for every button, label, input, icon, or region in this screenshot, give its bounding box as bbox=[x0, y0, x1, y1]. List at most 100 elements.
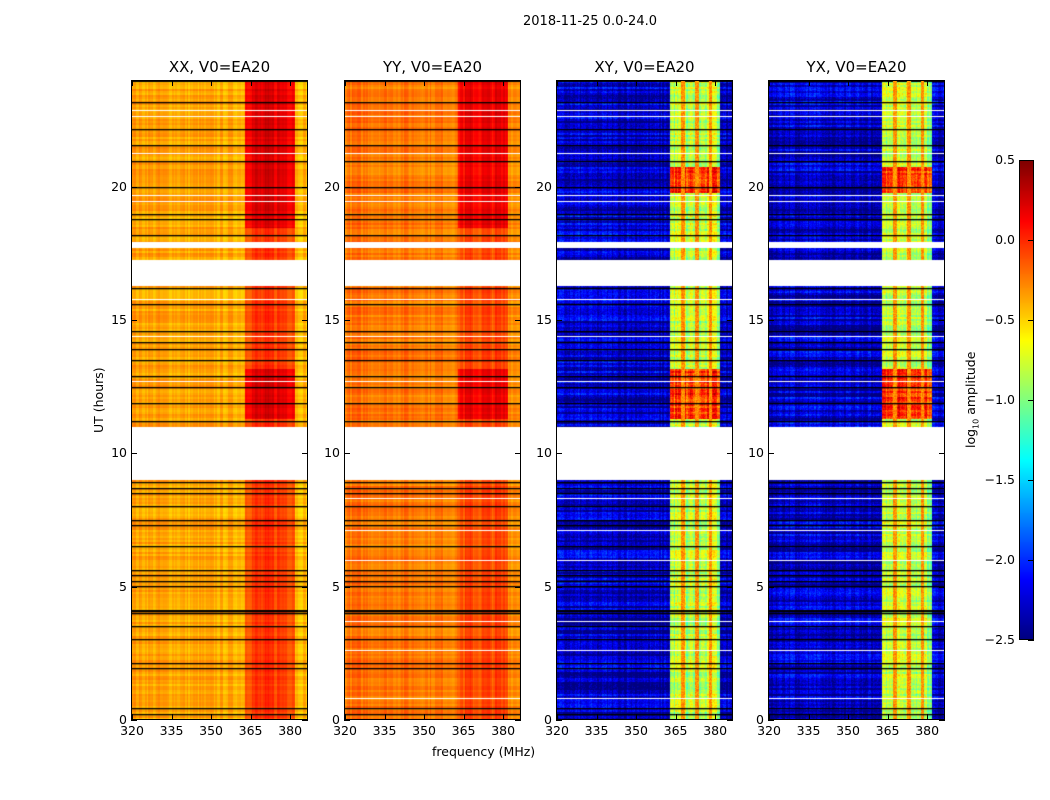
heatmap-canvas bbox=[557, 81, 732, 719]
x-tick-label: 365 bbox=[451, 723, 476, 738]
x-tick-mark bbox=[848, 714, 850, 720]
x-tick-mark bbox=[557, 714, 558, 720]
x-tick-label: 365 bbox=[238, 723, 263, 738]
colorbar-tick-label: 0.0 bbox=[995, 232, 1015, 247]
x-tick-mark bbox=[769, 714, 770, 720]
y-tick-label: 5 bbox=[544, 578, 552, 594]
x-tick-mark bbox=[250, 714, 252, 720]
y-tick-mark bbox=[131, 320, 137, 321]
colorbar-tick-mark bbox=[1028, 400, 1034, 401]
x-tick-label: 380 bbox=[703, 723, 728, 738]
y-tick-label: 0 bbox=[332, 712, 340, 727]
heatmap-panel bbox=[768, 80, 945, 720]
y-tick-mark bbox=[515, 453, 521, 455]
y-tick-label: 15 bbox=[324, 312, 340, 327]
y-tick-mark bbox=[768, 586, 774, 588]
x-tick-label: 320 bbox=[333, 723, 357, 738]
y-tick-mark bbox=[344, 320, 350, 321]
y-tick-mark bbox=[344, 186, 350, 188]
x-tick-mark bbox=[503, 80, 505, 86]
y-tick-label: 0 bbox=[756, 712, 764, 727]
x-tick-label: 335 bbox=[372, 723, 397, 738]
x-tick-label: 350 bbox=[199, 723, 223, 738]
panel-title: YY, V0=EA20 bbox=[382, 58, 483, 76]
x-tick-label: 335 bbox=[584, 723, 609, 738]
panel-title: XX, V0=EA20 bbox=[168, 58, 271, 76]
x-tick-mark bbox=[384, 80, 386, 86]
x-tick-mark bbox=[503, 714, 505, 720]
y-tick-label: 15 bbox=[536, 312, 552, 327]
colorbar-tick-label: −0.5 bbox=[984, 312, 1015, 327]
heatmap-panel bbox=[344, 80, 521, 720]
x-tick-mark bbox=[345, 80, 346, 86]
x-tick-mark bbox=[675, 80, 677, 86]
x-tick-mark bbox=[887, 80, 889, 86]
y-tick-mark bbox=[727, 453, 733, 455]
y-tick-mark bbox=[939, 586, 945, 588]
x-tick-label: 350 bbox=[836, 723, 860, 738]
x-tick-label: 350 bbox=[412, 723, 436, 738]
x-tick-mark bbox=[808, 714, 810, 720]
y-tick-mark bbox=[768, 453, 774, 455]
y-tick-mark bbox=[344, 720, 350, 721]
y-tick-mark bbox=[556, 720, 562, 721]
y-tick-mark bbox=[302, 186, 308, 188]
panel-title: XY, V0=EA20 bbox=[594, 58, 695, 76]
colorbar-tick-mark bbox=[1028, 320, 1034, 321]
colorbar-tick-label: 0.5 bbox=[995, 152, 1015, 167]
x-tick-mark bbox=[715, 80, 717, 86]
heatmap-panel bbox=[131, 80, 308, 720]
x-tick-mark bbox=[250, 80, 252, 86]
colorbar-tick-mark bbox=[1028, 640, 1034, 641]
x-tick-mark bbox=[171, 80, 173, 86]
y-tick-mark bbox=[302, 720, 308, 721]
x-tick-mark bbox=[636, 714, 638, 720]
y-tick-mark bbox=[768, 186, 774, 188]
y-tick-mark bbox=[131, 453, 137, 455]
x-tick-mark bbox=[132, 80, 133, 86]
y-tick-label: 10 bbox=[748, 445, 764, 461]
y-tick-mark bbox=[556, 586, 562, 588]
y-tick-mark bbox=[556, 186, 562, 188]
x-tick-label: 335 bbox=[159, 723, 184, 738]
heatmap-canvas bbox=[132, 81, 307, 719]
y-tick-mark bbox=[939, 720, 945, 721]
colorbar-tick-mark bbox=[1028, 560, 1034, 561]
y-tick-mark bbox=[768, 320, 774, 321]
x-tick-mark bbox=[132, 714, 133, 720]
x-tick-mark bbox=[290, 714, 292, 720]
y-tick-label: 10 bbox=[536, 445, 552, 461]
y-tick-mark bbox=[727, 720, 733, 721]
y-tick-label: 5 bbox=[756, 578, 764, 594]
x-tick-mark bbox=[769, 80, 770, 86]
x-tick-label: 380 bbox=[491, 723, 516, 738]
y-tick-mark bbox=[727, 186, 733, 188]
colorbar-tick-label: −1.0 bbox=[984, 392, 1015, 407]
x-tick-label: 320 bbox=[120, 723, 144, 738]
y-tick-mark bbox=[939, 453, 945, 455]
y-tick-mark bbox=[515, 586, 521, 588]
y-tick-mark bbox=[131, 586, 137, 588]
colorbar-tick-label: −1.5 bbox=[984, 472, 1015, 487]
x-tick-label: 380 bbox=[278, 723, 303, 738]
x-axis-label: frequency (MHz) bbox=[432, 744, 536, 759]
y-tick-mark bbox=[515, 186, 521, 188]
x-tick-mark bbox=[596, 80, 598, 86]
x-tick-mark bbox=[211, 714, 213, 720]
y-tick-mark bbox=[939, 186, 945, 188]
x-tick-mark bbox=[171, 714, 173, 720]
x-tick-mark bbox=[927, 714, 929, 720]
heatmap-canvas bbox=[345, 81, 520, 719]
y-tick-mark bbox=[939, 320, 945, 321]
x-tick-mark bbox=[424, 80, 426, 86]
figure-title: 2018-11-25 0.0-24.0 bbox=[523, 14, 657, 29]
y-tick-label: 0 bbox=[119, 712, 127, 727]
y-tick-label: 20 bbox=[536, 178, 552, 194]
y-tick-mark bbox=[727, 586, 733, 588]
x-tick-mark bbox=[384, 714, 386, 720]
x-tick-label: 365 bbox=[875, 723, 900, 738]
y-tick-mark bbox=[727, 320, 733, 321]
x-tick-mark bbox=[596, 714, 598, 720]
x-tick-label: 335 bbox=[796, 723, 821, 738]
